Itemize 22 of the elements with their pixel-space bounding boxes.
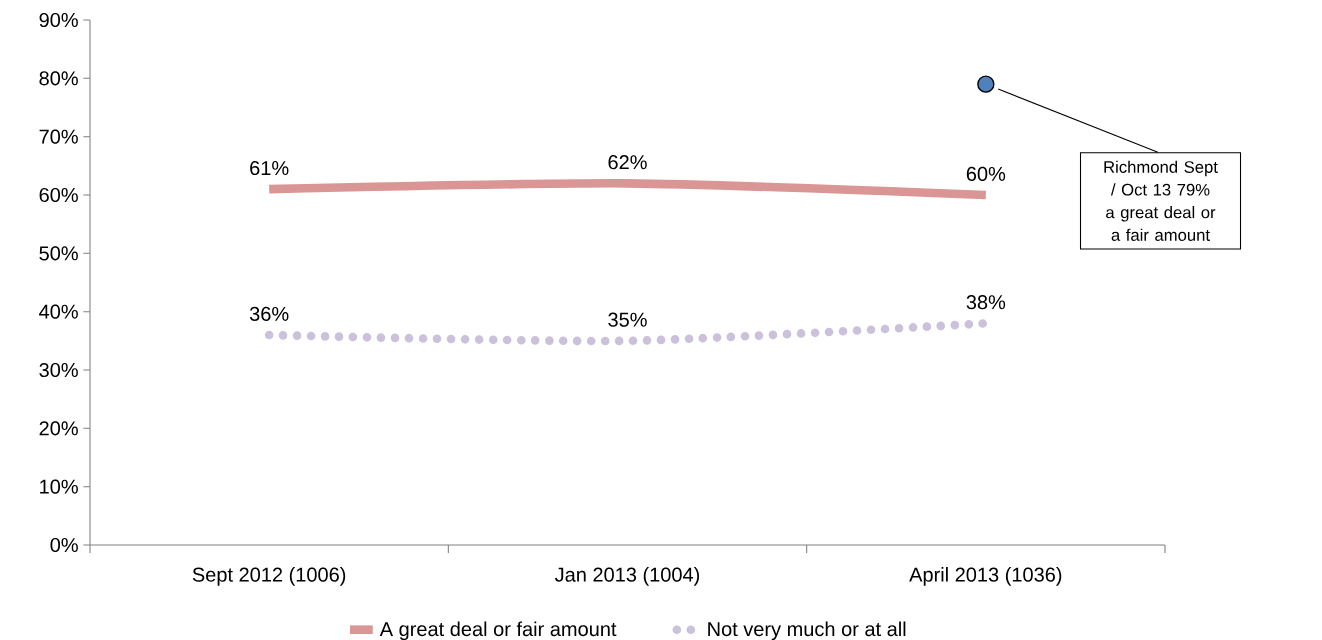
data-label: 60% <box>966 166 1006 181</box>
data-label: 35% <box>608 312 647 327</box>
x-tick-label: April 2013 (1036) <box>909 567 1062 586</box>
y-tick-label: 70% <box>39 129 78 144</box>
y-tick-label: 40% <box>39 304 78 319</box>
y-tick-label: 10% <box>40 479 78 494</box>
legend-label: Not very much or at all <box>708 621 906 640</box>
legend-label: A great deal or fair amount <box>379 621 617 640</box>
y-tick-label: 30% <box>39 362 78 378</box>
data-label: 61% <box>250 160 289 176</box>
data-label: 36% <box>249 306 289 321</box>
x-tick-label: Sept 2012 (1006) <box>192 567 346 586</box>
data-label: 38% <box>966 295 1006 310</box>
y-tick-label: 60% <box>39 187 78 203</box>
annotation: Richmond Sept / Oct 13 79% a great deal or a fair amount <box>1104 160 1218 241</box>
y-tick-label: 0% <box>50 537 78 553</box>
y-tick-label: 20% <box>39 421 78 436</box>
y-tick-label: 80% <box>39 71 78 86</box>
y-tick-label: 90% <box>39 12 78 28</box>
y-tick-label: 50% <box>39 246 78 261</box>
data-label: 62% <box>608 155 647 170</box>
x-tick-label: Jan 2013 (1004) <box>554 567 700 586</box>
